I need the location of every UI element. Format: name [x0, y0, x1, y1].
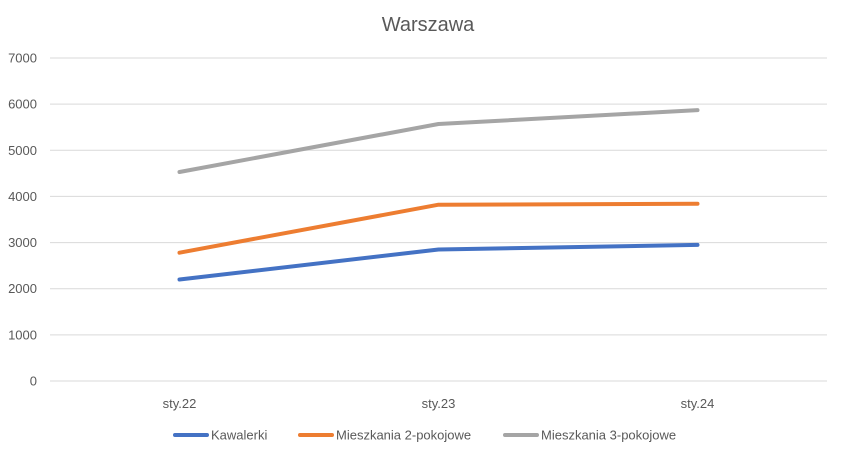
- y-tick-label: 5000: [8, 143, 37, 158]
- legend-label: Mieszkania 3-pokojowe: [541, 428, 676, 443]
- y-tick-label: 4000: [8, 189, 37, 204]
- x-tick-label: sty.24: [681, 396, 715, 411]
- series-line-2: [177, 201, 700, 255]
- legend-label: Kawalerki: [211, 428, 267, 443]
- gridlines: [50, 57, 827, 336]
- y-tick-label: 3000: [8, 235, 37, 250]
- chart-title: Warszawa: [382, 14, 475, 36]
- x-axis-tick-labels: sty.22 sty.23 sty.24: [163, 396, 715, 411]
- x-tick-label: sty.22: [163, 396, 197, 411]
- series-line-1: [177, 242, 700, 282]
- y-tick-label: 0: [30, 374, 37, 389]
- series-lines: [177, 108, 700, 282]
- legend-label: Mieszkania 2-pokojowe: [336, 428, 471, 443]
- x-tick-label: sty.23: [422, 396, 456, 411]
- y-tick-label: 7000: [8, 51, 37, 66]
- y-tick-label: 2000: [8, 281, 37, 296]
- y-tick-label: 1000: [8, 327, 37, 342]
- y-tick-label: 6000: [8, 97, 37, 112]
- series-line-3: [177, 108, 700, 174]
- legend: Kawalerki Mieszkania 2-pokojowe Mieszkania…: [173, 428, 676, 443]
- y-axis-tick-labels: 0 1000 2000 3000 4000 5000 6000 7000: [8, 51, 37, 389]
